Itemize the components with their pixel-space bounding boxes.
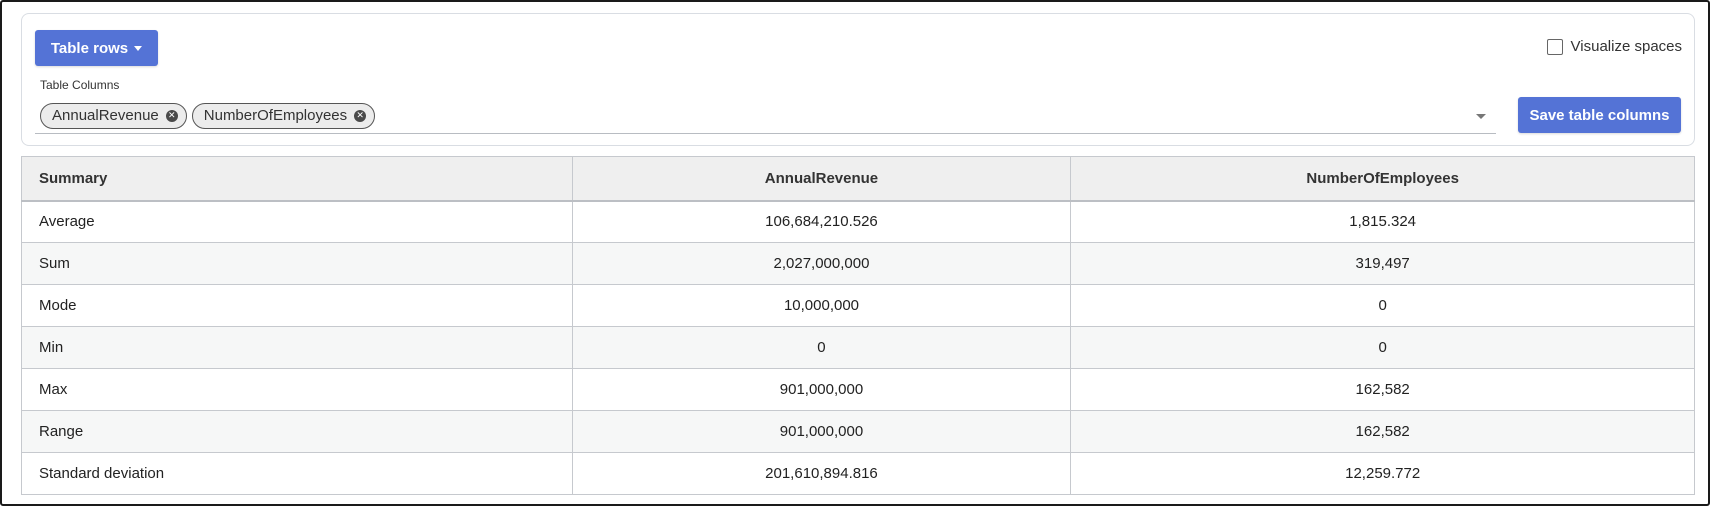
cell-number-of-employees: 1,815.324	[1070, 200, 1695, 243]
row-label: Range	[21, 410, 573, 453]
column-chip-number-of-employees: NumberOfEmployees ✕	[191, 102, 376, 129]
dropdown-arrow-icon[interactable]	[1476, 114, 1486, 119]
table-header-row: Summary AnnualRevenue NumberOfEmployees	[21, 156, 1695, 202]
table-row: Max 901,000,000 162,582	[21, 368, 1695, 411]
table-columns-select[interactable]: AnnualRevenue ✕ NumberOfEmployees ✕	[35, 98, 1496, 134]
header-summary: Summary	[21, 156, 573, 202]
summary-table: Summary AnnualRevenue NumberOfEmployees …	[21, 156, 1695, 495]
table-row: Sum 2,027,000,000 319,497	[21, 242, 1695, 285]
cell-number-of-employees: 12,259.772	[1070, 452, 1695, 495]
row-label: Sum	[21, 242, 573, 285]
table-row: Range 901,000,000 162,582	[21, 410, 1695, 453]
remove-chip-icon[interactable]: ✕	[354, 109, 367, 122]
cell-number-of-employees: 162,582	[1070, 410, 1695, 453]
cell-annual-revenue: 2,027,000,000	[571, 242, 1072, 285]
row-label: Min	[21, 326, 573, 369]
cell-number-of-employees: 319,497	[1070, 242, 1695, 285]
summary-table-container: Summary AnnualRevenue NumberOfEmployees …	[21, 156, 1695, 496]
row-label: Mode	[21, 284, 573, 327]
cell-annual-revenue: 901,000,000	[571, 410, 1072, 453]
visualize-spaces-checkbox[interactable]	[1546, 38, 1563, 55]
column-chip-annual-revenue: AnnualRevenue ✕	[40, 102, 187, 129]
table-row: Average 106,684,210.526 1,815.324	[21, 200, 1695, 243]
header-annual-revenue: AnnualRevenue	[571, 156, 1072, 202]
row-label: Max	[21, 368, 573, 411]
cell-annual-revenue: 901,000,000	[571, 368, 1072, 411]
cell-number-of-employees: 0	[1070, 326, 1695, 369]
caret-down-icon	[134, 46, 143, 51]
table-row: Min 0 0	[21, 326, 1695, 369]
cell-annual-revenue: 201,610,894.816	[571, 452, 1072, 495]
table-row: Standard deviation 201,610,894.816 12,25…	[21, 452, 1695, 495]
cell-annual-revenue: 106,684,210.526	[571, 200, 1072, 243]
header-number-of-employees: NumberOfEmployees	[1070, 156, 1695, 202]
row-label: Standard deviation	[21, 452, 573, 495]
column-settings-panel: Table rows Visualize spaces Table Column…	[21, 13, 1695, 146]
visualize-spaces-toggle[interactable]: Visualize spaces	[1546, 38, 1682, 55]
chip-label: AnnualRevenue	[52, 107, 159, 124]
chip-label: NumberOfEmployees	[203, 107, 348, 124]
table-rows-button-label: Table rows	[50, 39, 129, 57]
row-label: Average	[21, 200, 573, 243]
table-columns-label: Table Columns	[40, 78, 120, 92]
remove-chip-icon[interactable]: ✕	[165, 109, 178, 122]
cell-annual-revenue: 10,000,000	[571, 284, 1072, 327]
save-table-columns-button[interactable]: Save table columns	[1518, 97, 1681, 133]
table-row: Mode 10,000,000 0	[21, 284, 1695, 327]
cell-number-of-employees: 162,582	[1070, 368, 1695, 411]
cell-number-of-employees: 0	[1070, 284, 1695, 327]
cell-annual-revenue: 0	[571, 326, 1072, 369]
visualize-spaces-label: Visualize spaces	[1570, 38, 1682, 55]
table-rows-button[interactable]: Table rows	[35, 30, 158, 66]
